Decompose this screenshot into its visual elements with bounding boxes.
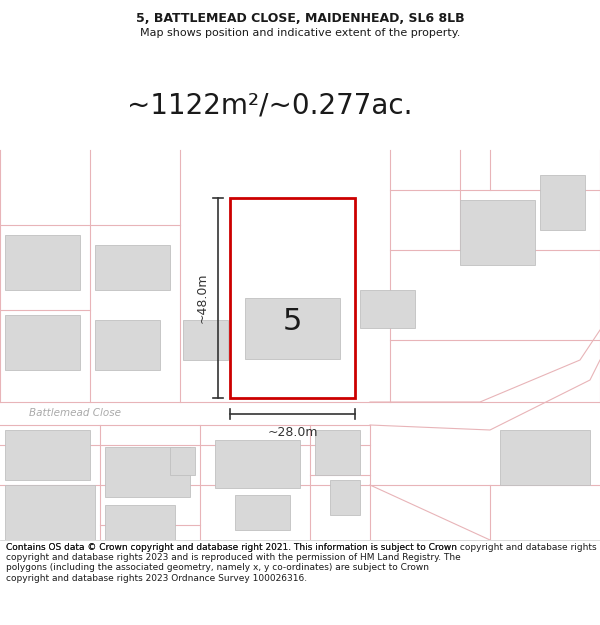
Bar bbox=[330, 480, 360, 515]
Text: ~1122m²/~0.277ac.: ~1122m²/~0.277ac. bbox=[127, 91, 413, 119]
Bar bbox=[95, 245, 170, 290]
Bar bbox=[245, 298, 340, 359]
Text: ~48.0m: ~48.0m bbox=[196, 272, 209, 323]
Bar bbox=[5, 430, 90, 480]
Bar bbox=[5, 235, 80, 290]
Bar bbox=[315, 430, 360, 475]
Bar bbox=[360, 290, 415, 328]
Text: Battlemead Close: Battlemead Close bbox=[29, 409, 121, 419]
Bar bbox=[460, 200, 535, 265]
Bar bbox=[170, 447, 195, 475]
Bar bbox=[500, 430, 590, 485]
Text: Contains OS data © Crown copyright and database right 2021. This information is : Contains OS data © Crown copyright and d… bbox=[6, 542, 461, 582]
Bar bbox=[5, 315, 80, 370]
Bar bbox=[95, 320, 160, 370]
Bar bbox=[5, 485, 95, 540]
Text: ~28.0m: ~28.0m bbox=[267, 426, 318, 439]
Text: 5: 5 bbox=[283, 308, 302, 336]
Bar bbox=[183, 320, 228, 360]
Bar bbox=[235, 495, 290, 530]
Bar bbox=[105, 447, 190, 497]
Text: Map shows position and indicative extent of the property.: Map shows position and indicative extent… bbox=[140, 28, 460, 38]
Bar bbox=[215, 440, 300, 488]
Bar bbox=[105, 505, 175, 550]
Bar bbox=[540, 175, 585, 230]
Text: Battlemead Close: Battlemead Close bbox=[264, 387, 356, 397]
Bar bbox=[230, 198, 355, 398]
Text: 5, BATTLEMEAD CLOSE, MAIDENHEAD, SL6 8LB: 5, BATTLEMEAD CLOSE, MAIDENHEAD, SL6 8LB bbox=[136, 12, 464, 25]
Text: Contains OS data © Crown copyright and database right 2021. This information is : Contains OS data © Crown copyright and d… bbox=[6, 542, 600, 551]
